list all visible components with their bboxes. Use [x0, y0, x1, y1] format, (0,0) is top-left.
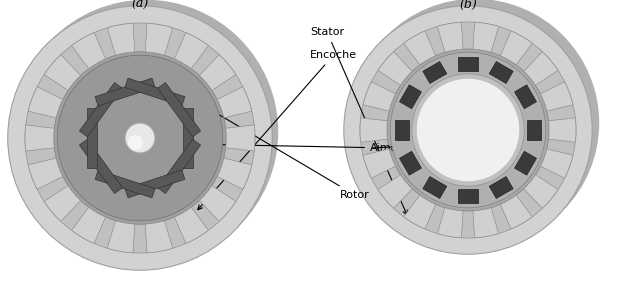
Wedge shape: [226, 125, 255, 151]
Wedge shape: [378, 52, 412, 85]
Bar: [423, 62, 447, 84]
Wedge shape: [217, 87, 252, 118]
Circle shape: [416, 78, 520, 182]
Bar: [79, 83, 122, 137]
Wedge shape: [473, 208, 499, 238]
Wedge shape: [44, 185, 80, 221]
Bar: [399, 151, 421, 175]
Bar: [125, 170, 185, 198]
Wedge shape: [437, 208, 463, 238]
Bar: [157, 139, 200, 194]
Text: Stator: Stator: [310, 27, 407, 215]
Bar: [527, 120, 542, 140]
Bar: [515, 85, 537, 109]
Wedge shape: [363, 149, 396, 178]
Wedge shape: [404, 31, 436, 65]
Wedge shape: [363, 82, 396, 111]
Wedge shape: [378, 175, 412, 208]
Wedge shape: [145, 23, 173, 55]
Circle shape: [387, 49, 549, 211]
Bar: [489, 177, 513, 198]
Wedge shape: [145, 221, 173, 253]
Circle shape: [351, 0, 599, 247]
Bar: [125, 78, 185, 106]
Wedge shape: [28, 87, 63, 118]
Wedge shape: [107, 221, 135, 253]
Wedge shape: [174, 33, 208, 69]
Wedge shape: [500, 195, 532, 229]
Wedge shape: [44, 55, 80, 90]
Wedge shape: [540, 149, 573, 178]
Bar: [515, 151, 537, 175]
Bar: [394, 120, 409, 140]
Circle shape: [416, 78, 520, 182]
Circle shape: [14, 0, 278, 264]
Wedge shape: [540, 82, 573, 111]
Bar: [79, 139, 122, 194]
Bar: [458, 56, 478, 71]
Wedge shape: [28, 158, 63, 189]
Wedge shape: [500, 31, 532, 65]
Circle shape: [7, 6, 272, 270]
Text: Aimant: Aimant: [176, 142, 410, 153]
Wedge shape: [25, 125, 54, 151]
Wedge shape: [360, 118, 388, 142]
Wedge shape: [524, 175, 558, 208]
Wedge shape: [473, 22, 499, 52]
Circle shape: [390, 52, 546, 208]
Bar: [95, 78, 155, 106]
Wedge shape: [548, 118, 576, 142]
Wedge shape: [200, 185, 236, 221]
Bar: [157, 83, 200, 137]
Text: Encoche: Encoche: [198, 50, 357, 210]
Wedge shape: [437, 22, 463, 52]
Bar: [423, 177, 447, 198]
Text: Rotor: Rotor: [180, 92, 370, 200]
Circle shape: [54, 52, 227, 224]
Wedge shape: [174, 207, 208, 243]
Wedge shape: [404, 195, 436, 229]
Text: (b): (b): [459, 0, 477, 11]
Wedge shape: [72, 207, 105, 243]
Bar: [489, 62, 513, 84]
Bar: [95, 170, 155, 198]
Text: (a): (a): [132, 0, 149, 11]
Circle shape: [57, 55, 223, 221]
Wedge shape: [107, 23, 135, 55]
Wedge shape: [217, 158, 252, 189]
Wedge shape: [524, 52, 558, 85]
Circle shape: [25, 23, 255, 253]
Circle shape: [344, 6, 592, 254]
Wedge shape: [72, 33, 105, 69]
Bar: [87, 108, 97, 168]
Wedge shape: [200, 55, 236, 90]
Circle shape: [125, 123, 155, 153]
Bar: [183, 108, 193, 168]
Circle shape: [360, 22, 576, 238]
Circle shape: [128, 135, 143, 150]
Circle shape: [412, 74, 524, 186]
Bar: [458, 190, 478, 203]
Bar: [399, 85, 421, 109]
